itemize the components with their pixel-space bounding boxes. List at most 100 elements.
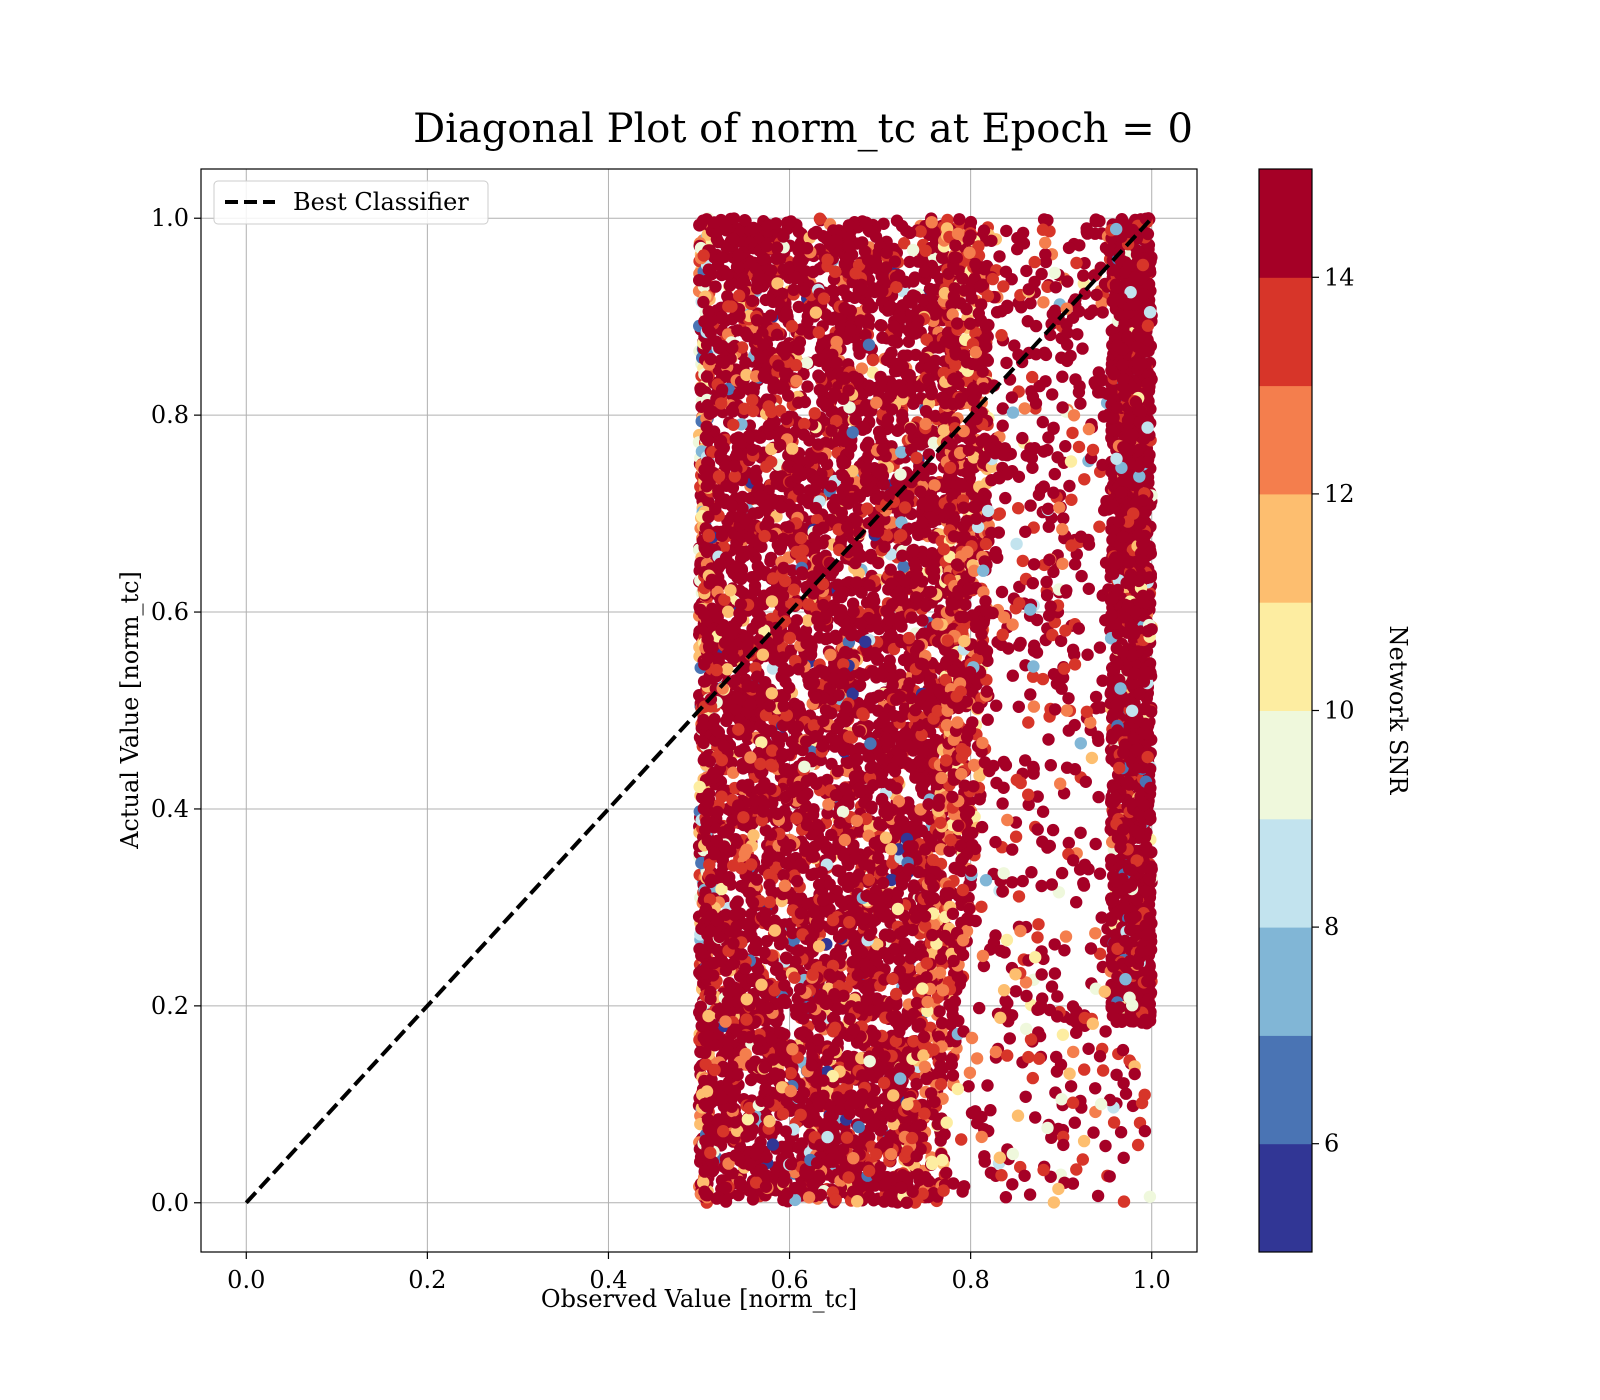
scatter-point [736,762,750,775]
scatter-point [715,753,728,767]
scatter-point [875,864,888,877]
scatter-point [873,818,886,831]
scatter-point [745,907,758,921]
scatter-point [709,280,722,293]
scatter-point [710,663,723,677]
scatter-point [836,805,850,818]
scatter-point [697,295,710,309]
scatter-point [909,771,922,784]
scatter-point [831,764,844,778]
scatter-point [723,279,736,292]
scatter-point [800,356,814,370]
scatter-point [754,431,767,444]
scatter-point [862,313,875,326]
scatter-point [760,460,773,473]
scatter-point [777,1175,790,1189]
scatter-point [890,280,903,294]
scatter-point [859,635,872,648]
scatter-point [722,605,735,618]
scatter-point [792,700,805,713]
scatter-points [692,212,1158,1209]
scatter-point [707,956,721,970]
scatter-point [773,543,787,556]
scatter-point [727,418,740,431]
scatter-point [814,1020,827,1033]
scatter-point [711,611,724,624]
scatter-point [842,384,855,397]
scatter-point [837,927,850,940]
scatter-point [719,369,733,383]
scatter-point [794,1027,807,1040]
scatter-point [847,605,860,618]
scatter-point [780,952,793,965]
scatter-point [701,434,715,447]
scatter-point [702,510,715,524]
scatter-point [863,579,876,592]
scatter-point [831,1003,845,1016]
scatter-point [701,632,714,646]
scatter-point [903,255,916,269]
scatter-point [790,812,803,825]
scatter-point [909,591,923,604]
scatter-point [732,289,746,302]
scatter-point [699,275,712,288]
scatter-point [727,212,741,225]
scatter-point [754,719,767,732]
scatter-point [755,736,768,749]
scatter-point [714,557,727,570]
scatter-point [870,992,884,1005]
scatter-point [703,755,716,768]
scatter-point [747,829,760,842]
scatter-point [812,1169,826,1182]
scatter-point [792,300,805,314]
scatter-point [694,1000,707,1013]
scatter-point [795,566,809,579]
scatter-point [808,407,821,420]
scatter-point [812,878,826,891]
scatter-point [885,628,898,642]
scatter-point [715,882,728,896]
scatter-point [775,501,788,514]
scatter-point [855,362,869,375]
scatter-point [865,381,878,394]
scatter-point [693,780,706,794]
scatter-point [876,331,889,344]
scatter-point [894,468,907,481]
scatter-point [727,232,740,246]
scatter-point [787,583,801,596]
scatter-point [731,691,744,705]
scatter-point [765,595,779,608]
scatter-point [699,674,712,688]
scatter-point [847,1023,861,1036]
scatter-point [875,752,889,765]
scatter-point [777,532,790,546]
scatter-point [815,452,829,465]
scatter-point [794,531,808,545]
scatter-point [897,560,910,573]
scatter-point [697,1176,710,1189]
scatter-point [852,1120,865,1134]
scatter-point [784,1067,797,1080]
scatter-point [827,389,841,402]
scatter-point [704,992,717,1006]
scatter-point [925,216,938,229]
scatter-point [875,319,888,332]
scatter-point [700,420,713,433]
scatter-point [731,895,744,908]
scatter-point [884,563,897,576]
scatter-point [867,1194,880,1207]
scatter-point [747,221,760,235]
scatter-point [714,213,728,227]
scatter-point [699,1046,712,1060]
scatter-point [755,978,768,991]
scatter-point [779,1125,792,1138]
scatter-point [700,370,714,383]
scatter-point [824,648,837,661]
scatter-point [887,334,900,347]
scatter-point [907,397,920,410]
scatter-point [792,944,806,957]
scatter-point [801,380,814,393]
scatter-point [806,265,820,279]
scatter-point [700,1085,714,1098]
scatter-point [771,961,784,975]
